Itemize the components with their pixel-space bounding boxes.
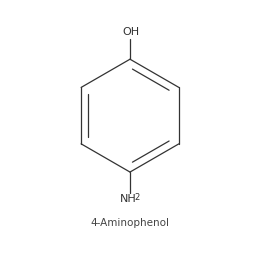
Text: OH: OH xyxy=(123,27,140,38)
Text: 4-Aminophenol: 4-Aminophenol xyxy=(90,218,170,228)
Text: 2: 2 xyxy=(135,193,140,202)
Text: NH: NH xyxy=(120,194,137,204)
